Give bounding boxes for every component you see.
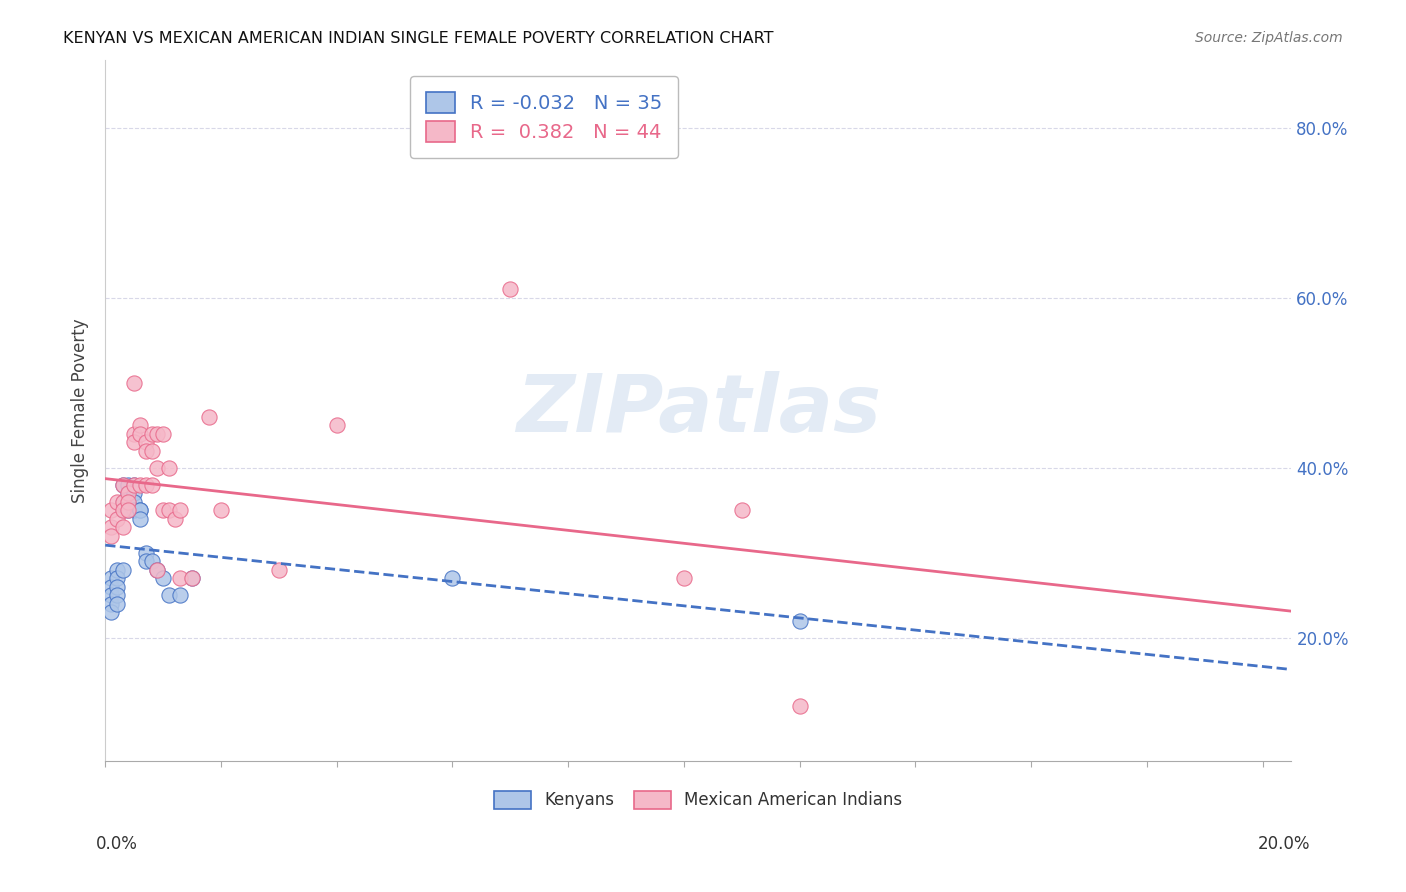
Point	[117, 503, 139, 517]
Point	[111, 477, 134, 491]
Point	[117, 494, 139, 508]
Point	[169, 588, 191, 602]
Point	[789, 698, 811, 713]
Point	[117, 477, 139, 491]
Point	[105, 588, 128, 602]
Point	[117, 503, 139, 517]
Point	[122, 477, 145, 491]
Point	[122, 494, 145, 508]
Legend: Kenyans, Mexican American Indians: Kenyans, Mexican American Indians	[488, 784, 910, 816]
Point	[129, 503, 152, 517]
Point	[100, 597, 122, 611]
Point	[163, 512, 186, 526]
Point	[100, 580, 122, 594]
Point	[152, 426, 174, 441]
Point	[117, 486, 139, 500]
Point	[122, 435, 145, 450]
Point	[129, 512, 152, 526]
Point	[499, 282, 522, 296]
Point	[105, 580, 128, 594]
Point	[122, 426, 145, 441]
Point	[209, 503, 232, 517]
Point	[122, 477, 145, 491]
Point	[141, 477, 163, 491]
Point	[111, 563, 134, 577]
Point	[169, 571, 191, 585]
Point	[157, 460, 180, 475]
Point	[152, 503, 174, 517]
Point	[135, 546, 157, 560]
Point	[135, 435, 157, 450]
Point	[157, 588, 180, 602]
Point	[731, 503, 754, 517]
Point	[181, 571, 204, 585]
Point	[105, 494, 128, 508]
Point	[135, 477, 157, 491]
Point	[141, 443, 163, 458]
Point	[441, 571, 464, 585]
Point	[267, 563, 290, 577]
Point	[141, 554, 163, 568]
Text: KENYAN VS MEXICAN AMERICAN INDIAN SINGLE FEMALE POVERTY CORRELATION CHART: KENYAN VS MEXICAN AMERICAN INDIAN SINGLE…	[63, 31, 773, 46]
Point	[100, 503, 122, 517]
Point	[111, 494, 134, 508]
Point	[129, 418, 152, 433]
Point	[100, 571, 122, 585]
Point	[100, 588, 122, 602]
Point	[111, 503, 134, 517]
Text: 0.0%: 0.0%	[96, 835, 138, 853]
Point	[146, 563, 169, 577]
Point	[111, 503, 134, 517]
Point	[672, 571, 695, 585]
Point	[111, 494, 134, 508]
Point	[117, 494, 139, 508]
Point	[146, 563, 169, 577]
Point	[105, 512, 128, 526]
Point	[141, 426, 163, 441]
Point	[105, 597, 128, 611]
Point	[100, 529, 122, 543]
Point	[135, 443, 157, 458]
Point	[325, 418, 347, 433]
Point	[152, 571, 174, 585]
Point	[122, 486, 145, 500]
Point	[111, 520, 134, 534]
Text: ZIPatlas: ZIPatlas	[516, 371, 880, 450]
Point	[135, 554, 157, 568]
Point	[129, 503, 152, 517]
Y-axis label: Single Female Poverty: Single Female Poverty	[72, 318, 89, 503]
Point	[169, 503, 191, 517]
Point	[198, 409, 221, 424]
Point	[105, 571, 128, 585]
Text: 20.0%: 20.0%	[1258, 835, 1310, 853]
Point	[122, 503, 145, 517]
Point	[129, 426, 152, 441]
Point	[111, 477, 134, 491]
Point	[122, 376, 145, 390]
Point	[129, 477, 152, 491]
Point	[105, 563, 128, 577]
Point	[789, 614, 811, 628]
Point	[100, 520, 122, 534]
Point	[146, 460, 169, 475]
Point	[100, 605, 122, 619]
Point	[146, 426, 169, 441]
Point	[157, 503, 180, 517]
Point	[117, 486, 139, 500]
Point	[181, 571, 204, 585]
Text: Source: ZipAtlas.com: Source: ZipAtlas.com	[1195, 31, 1343, 45]
